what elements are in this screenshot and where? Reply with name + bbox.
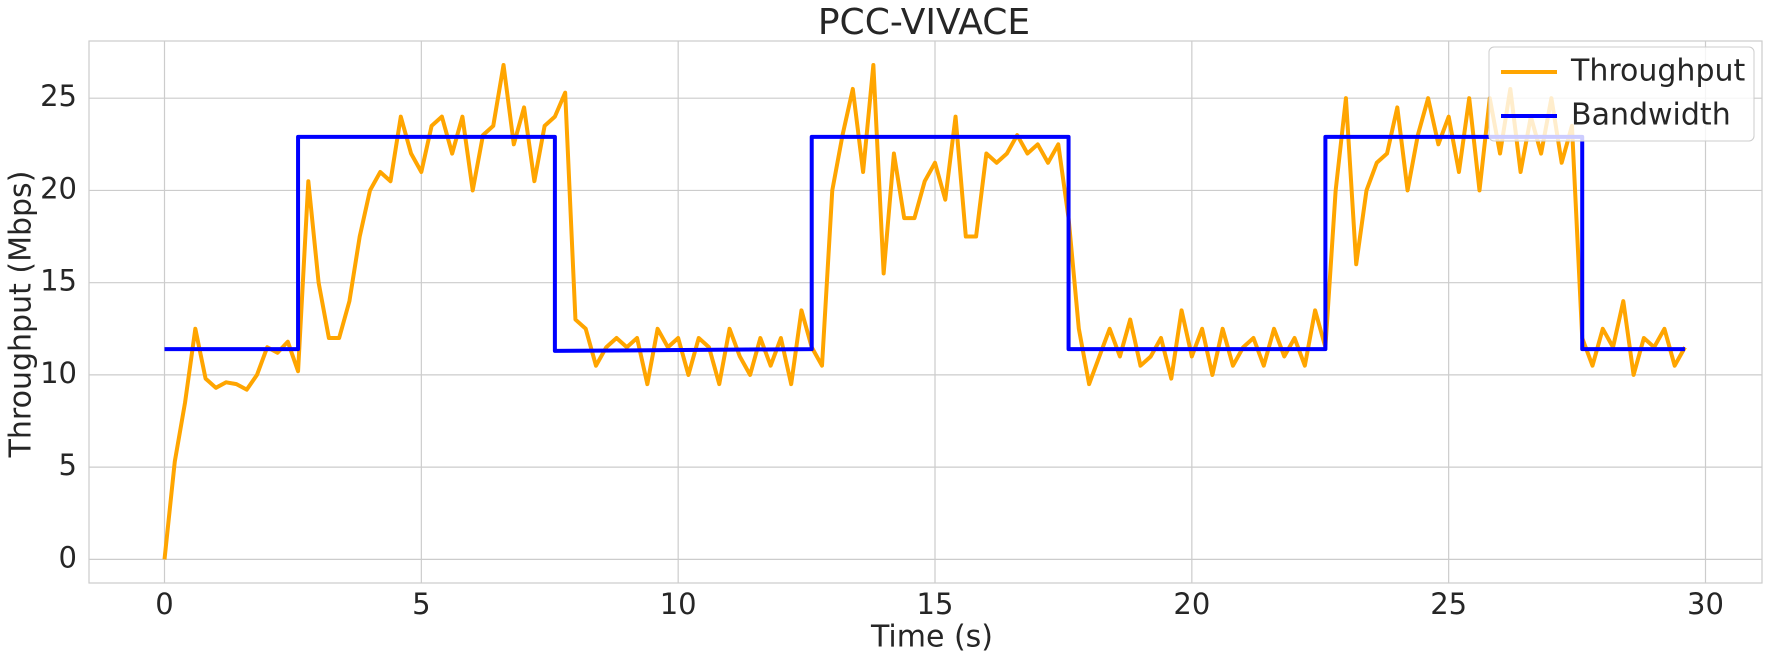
x-tick-label: 10 (660, 587, 697, 621)
chart-title: PCC-VIVACE (818, 2, 1030, 43)
y-tick-label: 25 (40, 79, 77, 113)
series-line (162, 62, 1687, 560)
plot-frame (88, 40, 1763, 584)
legend-label: Bandwidth (1571, 98, 1731, 133)
x-tick-label: 30 (1687, 587, 1724, 621)
y-tick-label: 5 (59, 448, 77, 482)
y-tick-label: 15 (40, 264, 77, 298)
x-tick-label: 5 (412, 587, 430, 621)
y-tick-label: 10 (40, 356, 77, 390)
legend: Throughput Bandwidth (1488, 46, 1755, 142)
x-tick-label: 25 (1430, 587, 1467, 621)
y-axis-label: Throughput (Mbps) (4, 171, 39, 459)
x-axis-label: Time (s) (870, 620, 993, 655)
x-tick-label: 20 (1173, 587, 1210, 621)
legend-label: Throughput (1570, 54, 1745, 89)
x-tick-label: 0 (155, 587, 173, 621)
x-tick-label: 15 (917, 587, 954, 621)
y-tick-label: 0 (59, 540, 77, 574)
y-tick-label: 20 (40, 171, 77, 205)
